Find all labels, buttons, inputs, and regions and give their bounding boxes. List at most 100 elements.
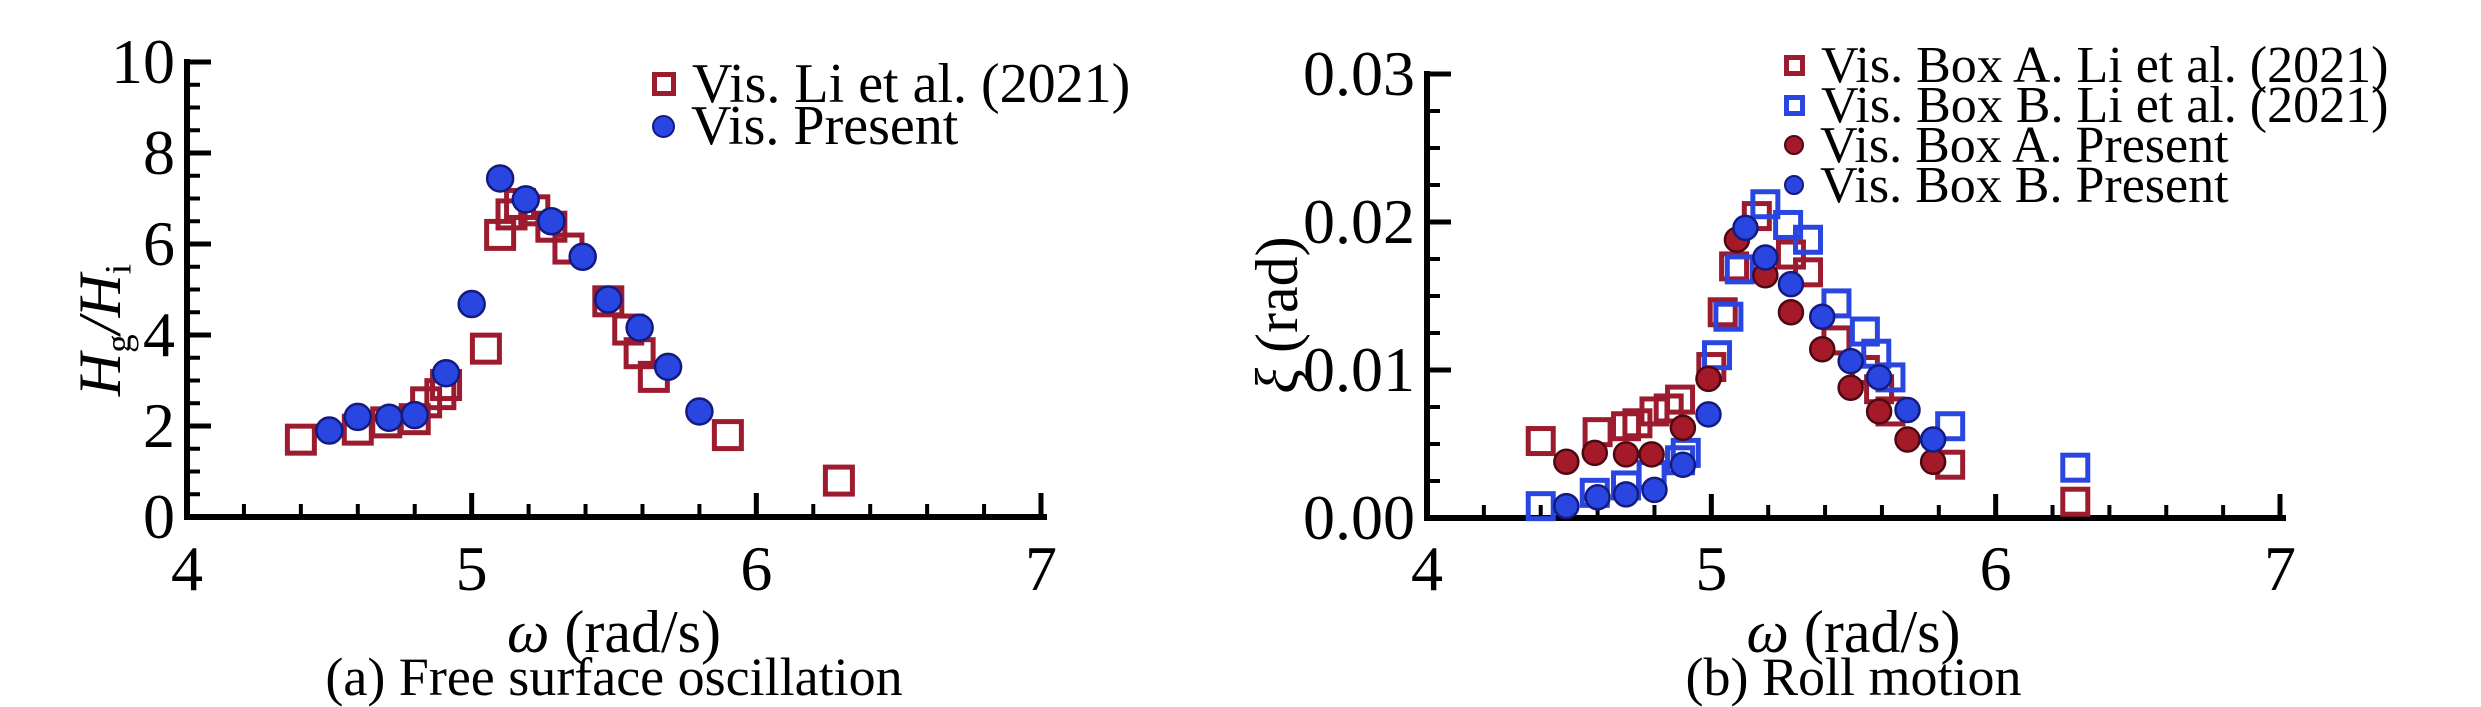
data-point-square <box>1719 251 1750 282</box>
data-point-square <box>1702 340 1733 371</box>
data-point-square <box>1665 384 1696 415</box>
legend-circle-marker-icon <box>1784 175 1804 195</box>
data-point-circle <box>1553 448 1580 476</box>
panel-b-plot <box>1424 71 2286 522</box>
data-point-circle <box>1919 426 1947 453</box>
data-point-circle <box>1581 439 1609 467</box>
data-point-circle <box>1777 299 1805 326</box>
legend-square-marker-icon <box>652 72 676 96</box>
legend-row: Vis. Box A. Li et al. (2021) <box>1784 37 2388 94</box>
legend-label: Vis. Box B. Li et al. (2021) <box>1821 76 2389 134</box>
legend-row: Vis. Present <box>652 95 1130 157</box>
data-point-circle <box>1612 481 1640 508</box>
y-tick-label: 4 <box>143 299 175 370</box>
data-point-square <box>1821 288 1852 319</box>
data-point-circle <box>1752 244 1779 271</box>
data-point-circle <box>1732 214 1759 242</box>
panel-b-x-axis-label: ω (rad/s) <box>1427 600 2280 664</box>
data-point-square <box>1793 224 1824 255</box>
x-tick-label: 6 <box>1979 533 2012 604</box>
data-point-square <box>1935 411 1966 442</box>
data-point-circle <box>343 402 373 432</box>
x-tick-label: 4 <box>171 533 203 604</box>
data-point-square <box>711 419 744 452</box>
data-point-circle <box>374 403 404 433</box>
series-vis-present <box>315 164 714 445</box>
y-tick-label: 10 <box>111 26 175 97</box>
y-tick-label: 0.01 <box>1303 334 1415 405</box>
data-point-square <box>284 423 317 456</box>
data-point-circle <box>1641 476 1668 504</box>
data-point-circle <box>685 397 714 426</box>
y-tick-label: 8 <box>143 117 175 188</box>
data-point-circle <box>1612 441 1640 468</box>
data-point-square <box>2060 452 2091 483</box>
data-point-circle <box>1837 374 1864 402</box>
legend-row: Vis. Box B. Li et al. (2021) <box>1784 77 2388 134</box>
legend-row: Vis. Box A. Present <box>1784 117 2388 174</box>
legend-label: Vis. Box A. Present <box>1820 116 2229 174</box>
data-point-circle <box>457 289 486 319</box>
legend-label: Vis. Box B. Present <box>1820 156 2229 214</box>
data-point-square <box>1707 297 1738 328</box>
data-point-circle <box>1865 398 1893 425</box>
data-point-circle <box>1695 401 1722 428</box>
panel-a-legend: Vis. Li et al. (2021) Vis. Present <box>652 53 1130 157</box>
axis-label-part: ω <box>1746 599 1789 665</box>
axis-label-part: (rad/s) <box>549 599 721 665</box>
y-tick-label: 2 <box>143 390 175 461</box>
x-tick-label: 5 <box>455 533 488 604</box>
axis-label-part: ω <box>507 599 550 665</box>
data-point-circle <box>594 285 623 314</box>
data-point-circle <box>1808 336 1836 363</box>
y-tick-label: 0.00 <box>1303 482 1415 553</box>
data-point-circle <box>1638 441 1665 468</box>
data-point-square <box>1525 426 1556 457</box>
panel-a-x-axis-label: ω (rad/s) <box>187 600 1041 664</box>
x-tick-label: 7 <box>1025 533 1057 604</box>
data-point-circle <box>1865 364 1893 391</box>
legend-row: Vis. Box B. Present <box>1784 157 2388 214</box>
legend-row: Vis. Li et al. (2021) <box>652 53 1130 115</box>
data-point-circle <box>568 242 597 271</box>
data-point-square <box>1713 301 1744 332</box>
legend-label: Vis. Li et al. (2021) <box>692 53 1131 115</box>
data-point-circle <box>625 313 654 342</box>
panel-a-caption: (a) Free surface oscillation <box>325 647 903 707</box>
series-vis-box-b-li-et-al-2021 <box>1525 189 2091 522</box>
data-point-square <box>2060 486 2091 517</box>
x-tick-label: 4 <box>1411 533 1443 604</box>
legend-square-marker-icon <box>1784 94 1805 116</box>
data-point-circle <box>1808 303 1836 330</box>
data-point-circle <box>400 400 429 430</box>
series-vis-box-b-present <box>1553 214 1947 520</box>
x-tick-label: 6 <box>740 533 773 604</box>
data-point-circle <box>485 164 515 193</box>
data-point-circle <box>1894 396 1921 424</box>
data-point-circle <box>511 185 541 214</box>
data-point-circle <box>1919 448 1947 476</box>
data-point-circle <box>653 352 683 382</box>
data-point-square <box>469 332 502 365</box>
y-tick-label: 6 <box>143 208 175 279</box>
legend-circle-marker-icon <box>1784 135 1804 155</box>
x-tick-label: 7 <box>2264 533 2296 604</box>
y-tick-label: 0 <box>143 481 175 552</box>
data-point-square <box>1750 189 1781 220</box>
data-point-circle <box>431 358 461 388</box>
y-tick-label: 0.03 <box>1303 38 1415 109</box>
x-tick-label: 5 <box>1695 533 1728 604</box>
series-vis-li-et-al-2021 <box>284 187 855 497</box>
legend-square-marker-icon <box>1784 54 1805 76</box>
axis-label-part: (rad/s) <box>1788 599 1961 665</box>
legend-circle-marker-icon <box>652 114 675 138</box>
data-point-square <box>1724 254 1755 285</box>
data-point-circle <box>315 416 344 445</box>
panel-a-plot <box>184 59 1047 520</box>
data-point-circle <box>1837 347 1864 375</box>
y-tick-label: 0.02 <box>1303 186 1415 257</box>
panel-b-legend: Vis. Box A. Li et al. (2021) Vis. Box B. … <box>1784 37 2388 214</box>
data-point-circle <box>1669 451 1697 478</box>
